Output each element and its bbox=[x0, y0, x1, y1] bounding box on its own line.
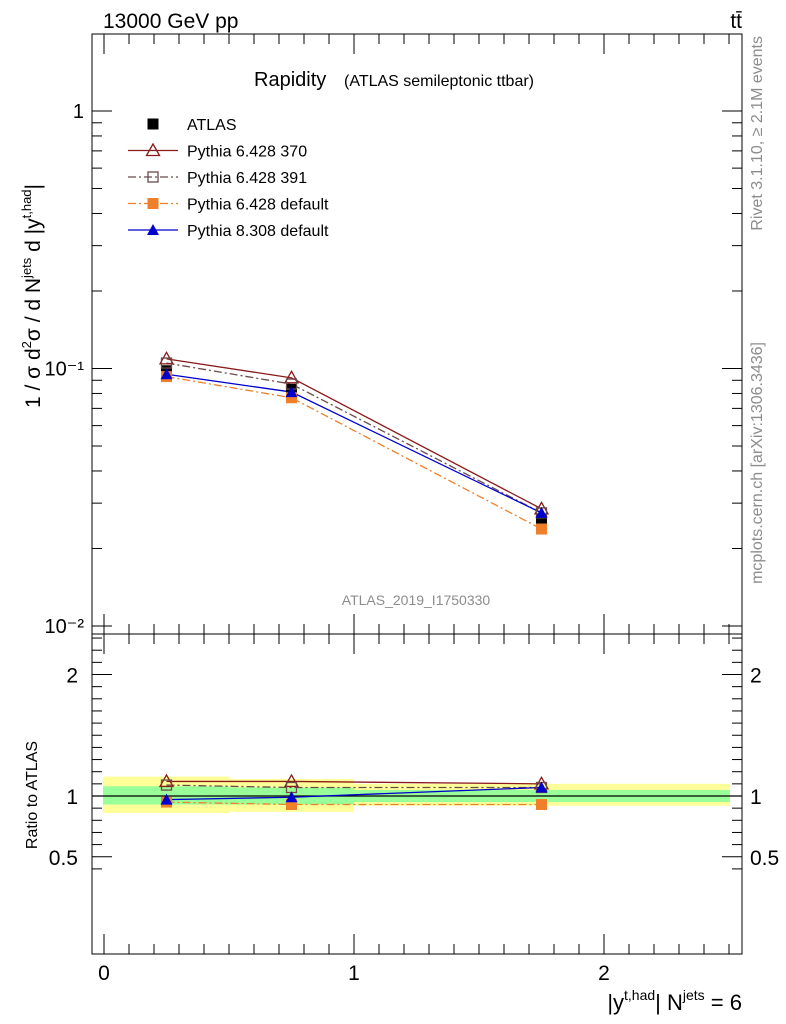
pythia-6-428-370-main-line bbox=[166, 358, 542, 510]
legend-marker-pythia-6-428-default bbox=[147, 198, 159, 209]
x-tick-label-0: 0 bbox=[98, 962, 110, 985]
x-tick-label-2: 2 bbox=[598, 962, 610, 985]
pythia-6-428-default-point-2 bbox=[536, 523, 547, 535]
ratio-y-tick-label-right-0: 0.5 bbox=[750, 847, 779, 870]
legend-label-pythia-6-428-391: Pythia 6.428 391 bbox=[187, 170, 307, 187]
pythia-8-308-default-point-0 bbox=[160, 368, 173, 380]
legend-label-atlas: ATLAS bbox=[187, 117, 237, 134]
pythia-6-428-default-main-line bbox=[166, 375, 542, 530]
pythia-6-428-391-ratio-line bbox=[166, 784, 542, 789]
pythia-6-428-391-point-0 bbox=[160, 357, 173, 369]
axis-ticks: 1 10⁻¹ 10⁻² 0.5 0.5 1 1 2 2 0 1 2 bbox=[45, 34, 779, 985]
energy-label: 13000 GeV pp bbox=[103, 10, 238, 33]
legend-label-pythia-6-428-default: Pythia 6.428 default bbox=[187, 197, 329, 214]
x-tick-label-1: 1 bbox=[348, 962, 360, 985]
pythia-8-308-default-ratio-point-1 bbox=[285, 791, 298, 803]
main-y-tick-label-1: 10⁻¹ bbox=[45, 359, 85, 381]
svg-text:|yt,had| Njets = 6: |yt,had| Njets = 6 bbox=[607, 987, 742, 1015]
x-axis-label: |yt,had| Njets = 6 bbox=[607, 987, 742, 1015]
ratio-plot-frame bbox=[91, 633, 743, 955]
legend-marker-pythia-6-428-391 bbox=[147, 171, 159, 183]
ratio-y-tick-label-1: 1 bbox=[66, 786, 78, 809]
ratio-y-axis-label: Ratio to ATLAS bbox=[24, 741, 41, 849]
legend-marker-pythia-8-308-default bbox=[147, 224, 159, 235]
legend-label-pythia-8-308-default: Pythia 8.308 default bbox=[187, 223, 329, 240]
process-label: tt̄ bbox=[730, 10, 742, 33]
pythia-6-428-370-ratio-point-1 bbox=[283, 773, 300, 788]
ratio-y-tick-label-right-1: 1 bbox=[750, 786, 762, 809]
chart-subtitle: (ATLAS semileptonic ttbar) bbox=[344, 73, 534, 90]
pythia-6-428-default-ratio-point-2 bbox=[536, 799, 547, 811]
atlas-point-2 bbox=[536, 513, 547, 525]
rivet-label: Rivet 3.1.10, ≥ 2.1M events bbox=[749, 36, 766, 231]
pythia-6-428-391-ratio-point-0 bbox=[160, 779, 173, 791]
legend-marker-atlas bbox=[147, 118, 159, 130]
pythia-6-428-391-main-line bbox=[166, 362, 542, 514]
ratio-y-tick-label-2: 2 bbox=[66, 665, 78, 688]
pythia-8-308-default-ratio-point-2 bbox=[535, 781, 548, 793]
main-y-tick-label-0: 1 bbox=[73, 101, 84, 123]
chart-title: Rapidity bbox=[254, 69, 326, 91]
main-y-tick-label-2: 10⁻² bbox=[45, 616, 85, 638]
main-y-axis-label: 1 / σ d2σ / d Njets d |yt,had| bbox=[19, 184, 45, 408]
ratio-y-tick-label-right-2: 2 bbox=[750, 665, 762, 688]
pythia-8-308-default-ratio-point-0 bbox=[160, 793, 173, 805]
legend-marker-pythia-6-428-370 bbox=[145, 142, 161, 157]
svg-text:1 / σ d2σ / d Njets d |yt,had|: 1 / σ d2σ / d Njets d |yt,had| bbox=[19, 184, 45, 408]
legend: ATLAS Pythia 6.428 370 Pythia 6.428 391 Pyt… bbox=[128, 117, 329, 240]
ratio-y-tick-label-0: 0.5 bbox=[49, 847, 78, 870]
analysis-watermark: ATLAS_2019_I1750330 bbox=[342, 592, 491, 608]
pythia-6-428-370-point-1 bbox=[283, 370, 300, 384]
ratio-series-group bbox=[158, 773, 550, 811]
mcplots-label: mcplots.cern.ch [arXiv:1306.3436] bbox=[749, 342, 766, 584]
pythia-8-308-default-point-1 bbox=[285, 386, 298, 398]
pythia-8-308-default-main-line bbox=[166, 373, 542, 514]
pythia-6-428-default-ratio-line bbox=[166, 801, 542, 806]
pythia-6-428-default-ratio-point-1 bbox=[286, 799, 297, 811]
pythia-6-428-370-ratio-line bbox=[166, 780, 542, 785]
legend-label-pythia-6-428-370: Pythia 6.428 370 bbox=[187, 144, 307, 161]
pythia-8-308-default-point-2 bbox=[535, 506, 548, 518]
pythia-6-428-default-point-1 bbox=[286, 392, 297, 404]
main-series-group bbox=[158, 351, 550, 535]
